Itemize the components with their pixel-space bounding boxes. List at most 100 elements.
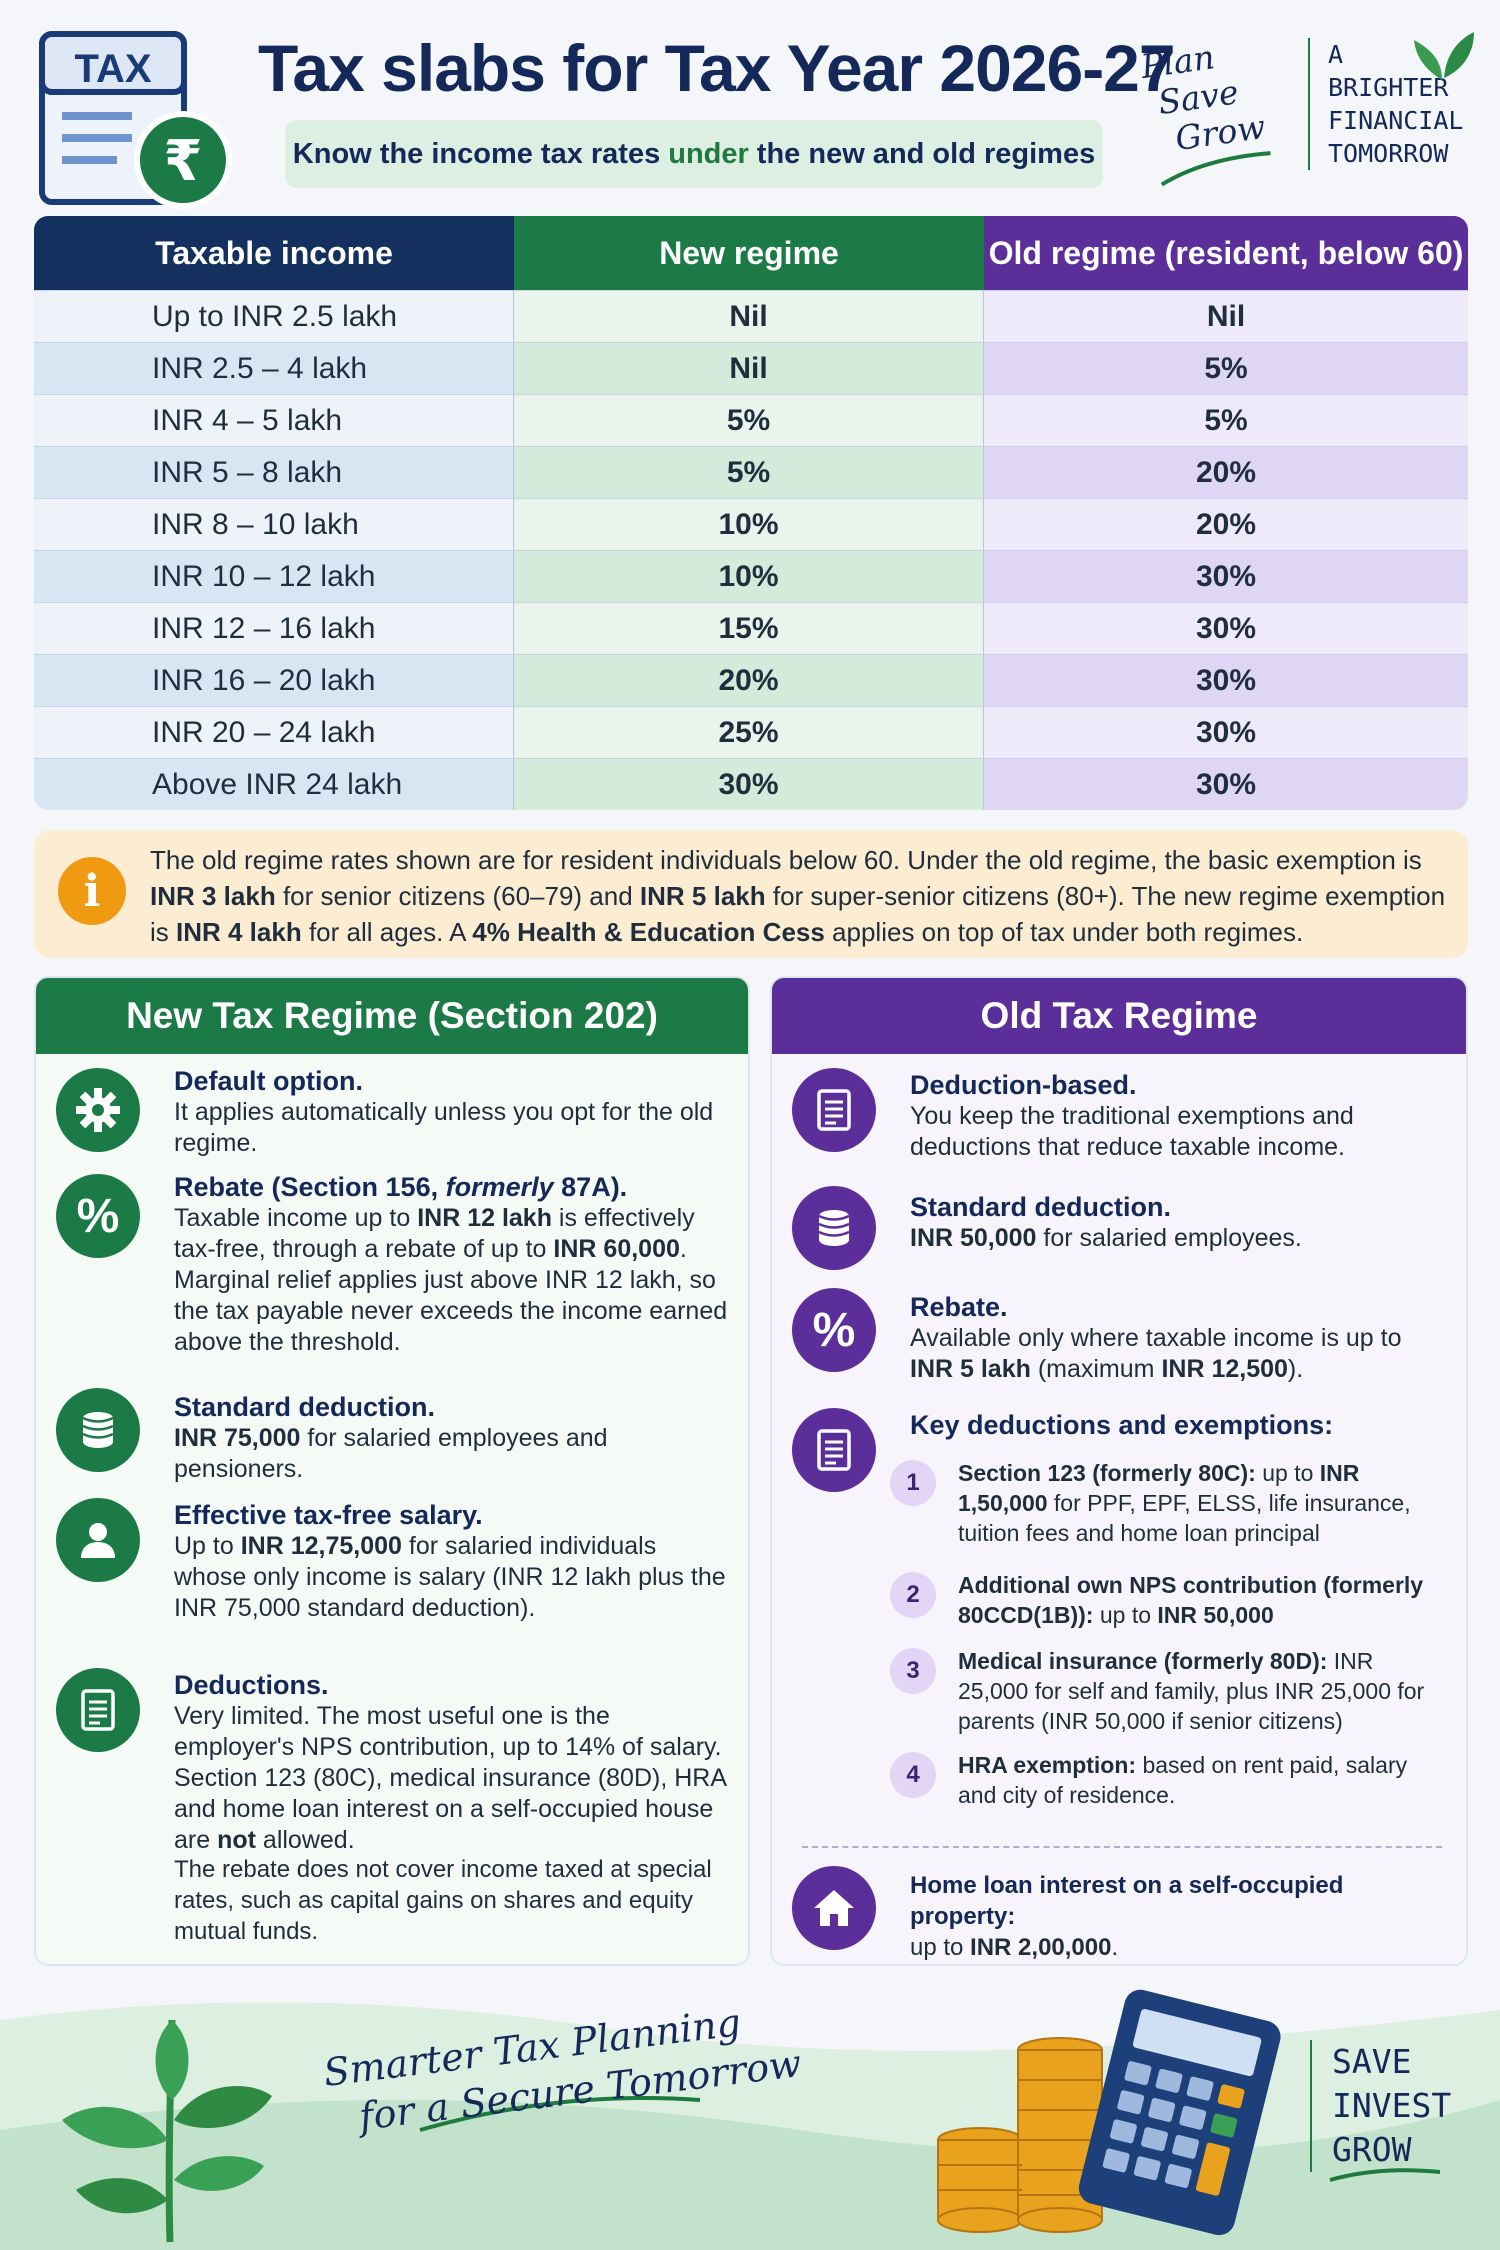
tax-document-icon: TAX ₹ [39, 31, 232, 209]
rebate-item: % Rebate. Available only where taxable i… [772, 1288, 1466, 1388]
note-text: for all ages. A [301, 917, 473, 947]
subtitle-part-1: Know the income tax rates [292, 137, 661, 170]
table-row: INR 8 – 10 lakh 10% 20% [34, 498, 1468, 550]
subtitle: Know the income tax rates under the new … [285, 120, 1103, 188]
reb-bold: INR 12,500 [1161, 1355, 1288, 1383]
new-rate-cell: Nil [514, 290, 984, 342]
calculator-icon [1078, 1989, 1281, 2236]
kd-bold: HRA exemption: [958, 1752, 1137, 1778]
note-bold: 4% Health & Education Cess [472, 917, 825, 947]
home-bold: INR 2,00,000 [970, 1934, 1112, 1961]
sig-line: INVEST [1332, 2086, 1452, 2125]
income-cell: INR 10 – 12 lakh [34, 550, 514, 602]
reb-bold: INR 5 lakh [910, 1355, 1031, 1383]
old-rate-cell: Nil [984, 290, 1468, 342]
standard-deduction-desc: INR 50,000 for salaried employees. [910, 1223, 1430, 1254]
rebate-item: % Rebate (Section 156, formerly 87A). Ta… [36, 1172, 748, 1374]
income-cell: INR 12 – 16 lakh [34, 602, 514, 654]
table-row: INR 5 – 8 lakh 5% 20% [34, 446, 1468, 498]
table-row: INR 20 – 24 lakh 25% 30% [34, 706, 1468, 758]
rupee-icon: ₹ [164, 129, 203, 194]
coins-icon [56, 1388, 140, 1472]
std-bold: INR 75,000 [174, 1424, 301, 1452]
new-rate-cell: Nil [514, 342, 984, 394]
new-rate-cell: 20% [514, 654, 984, 706]
income-cell: Up to INR 2.5 lakh [34, 290, 514, 342]
number-badge: 3 [890, 1648, 936, 1694]
standard-deduction-text: Standard deduction. INR 75,000 for salar… [174, 1392, 734, 1485]
std-bold: INR 50,000 [910, 1224, 1037, 1252]
key-deductions-title-wrap: Key deductions and exemptions: [910, 1410, 1430, 1441]
key-deduction-2: 2 Additional own NPS contribution (forme… [890, 1570, 1448, 1630]
col-header-old: Old regime (resident, below 60) [984, 216, 1468, 290]
home-text: . [1111, 1934, 1119, 1961]
new-rate-cell: 10% [514, 498, 984, 550]
note-text: for senior citizens (60–79) and [275, 881, 640, 911]
default-option-text: Default option. It applies automatically… [174, 1066, 714, 1159]
rebate-title-part: Rebate (Section 156, [174, 1172, 446, 1202]
rebate-desc-text: is effectively tax-free, through a rebat… [174, 1204, 695, 1263]
table-row: INR 2.5 – 4 lakh Nil 5% [34, 342, 1468, 394]
document-icon [792, 1068, 876, 1152]
deductions-title: Deductions. [174, 1670, 329, 1700]
rebate-desc: Available only where taxable income is u… [910, 1323, 1430, 1385]
gear-icon [56, 1068, 140, 1152]
table-row: INR 4 – 5 lakh 5% 5% [34, 394, 1468, 446]
key-deduction-4: 4 HRA exemption: based on rent paid, sal… [890, 1750, 1448, 1810]
kd-bold: Additional own NPS contribution (formerl… [958, 1572, 1424, 1628]
percent-icon: % [56, 1174, 140, 1258]
old-rate-cell: 30% [984, 758, 1468, 810]
reb-text: ). [1287, 1355, 1304, 1383]
house-icon [792, 1866, 876, 1950]
coins-stack-icon [937, 2037, 1103, 2233]
key-deduction-3: 3 Medical insurance (formerly 80D): INR … [890, 1646, 1448, 1736]
ded-bold: not [217, 1826, 256, 1854]
deductions-text: Deductions. Very limited. The most usefu… [174, 1670, 730, 1856]
swoosh-icon [1160, 151, 1271, 187]
key-deductions-title: Key deductions and exemptions: [910, 1410, 1334, 1440]
new-rate-cell: 5% [514, 394, 984, 446]
std-text: for salaried employees. [1036, 1224, 1302, 1252]
deduction-based-desc: You keep the traditional exemptions and … [910, 1102, 1354, 1161]
document-icon [56, 1668, 140, 1752]
new-rate-cell: 5% [514, 446, 984, 498]
standard-deduction-item: Standard deduction. INR 75,000 for salar… [36, 1388, 748, 1488]
footer-illustration [0, 1989, 1500, 2250]
percent-icon: % [792, 1288, 876, 1372]
home-text: up to [910, 1934, 971, 1961]
kd-bold: INR 1,50,000 [958, 1460, 1360, 1516]
new-rate-cell: 30% [514, 758, 984, 810]
deductions-desc: Very limited. The most useful one is the… [174, 1701, 730, 1856]
rebate-desc-bold: INR 12 lakh [417, 1204, 552, 1232]
effective-salary-item: Effective tax-free salary. Up to INR 12,… [36, 1498, 748, 1628]
old-rate-cell: 5% [984, 342, 1468, 394]
number-badge: 2 [890, 1572, 936, 1618]
rebate-title: Rebate. [910, 1292, 1008, 1322]
deductions-item: Deductions. Very limited. The most usefu… [36, 1668, 748, 1854]
note-text: for super-senior citizens (80+). The new… [150, 881, 1446, 947]
rebate-title: Rebate (Section 156, formerly 87A). [174, 1172, 734, 1203]
col-header-new: New regime [514, 216, 984, 290]
income-cell: INR 5 – 8 lakh [34, 446, 514, 498]
old-rate-cell: 30% [984, 706, 1468, 758]
reb-text: Available only where taxable income is u… [910, 1324, 1402, 1352]
tagline-line: A [1328, 40, 1344, 69]
slogan-swoosh [419, 2096, 701, 2132]
standard-deduction-title: Standard deduction. [910, 1192, 1172, 1222]
save-invest-grow: SAVE INVEST GROW [1310, 2040, 1451, 2172]
rebate-title-part: 87A). [553, 1172, 628, 1202]
eff-bold: INR 12,75,000 [240, 1532, 402, 1560]
table-row: INR 16 – 20 lakh 20% 30% [34, 654, 1468, 706]
coins-icon [792, 1186, 876, 1270]
income-cell: INR 2.5 – 4 lakh [34, 342, 514, 394]
effective-salary-desc: Up to INR 12,75,000 for salaried individ… [174, 1531, 734, 1624]
home-loan-title: Home loan interest on a self-occupied pr… [910, 1872, 1344, 1930]
leaf-icon [1414, 32, 1474, 80]
number-badge: 1 [890, 1460, 936, 1506]
tagline-line: FINANCIAL [1328, 106, 1464, 135]
kd-bold: Section 123 (formerly 80C): [958, 1460, 1256, 1486]
new-rate-cell: 25% [514, 706, 984, 758]
tagline-line: TOMORROW [1328, 139, 1449, 168]
tagline-line: BRIGHTER [1328, 73, 1449, 102]
old-rate-cell: 20% [984, 446, 1468, 498]
